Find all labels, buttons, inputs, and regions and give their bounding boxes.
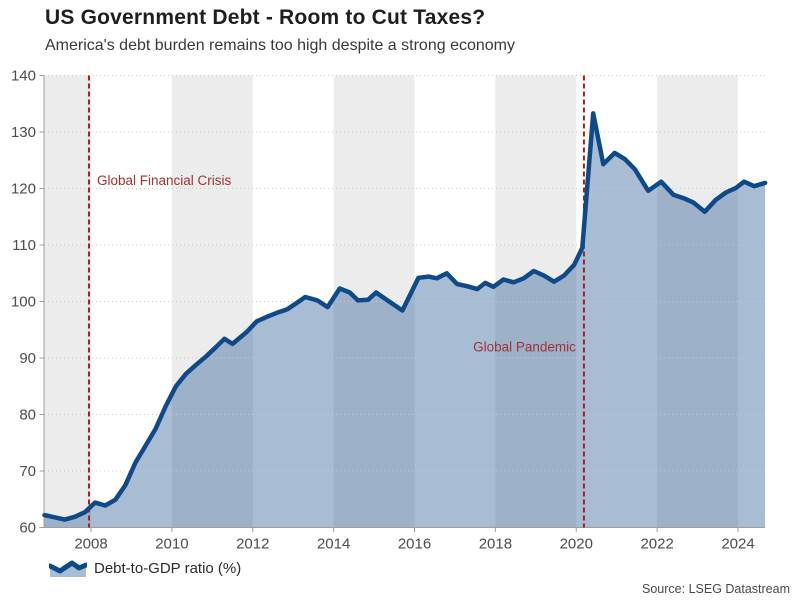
chart-title: US Government Debt - Room to Cut Taxes? <box>45 6 486 29</box>
y-tick-label: 140 <box>11 68 36 85</box>
x-tick-label: 2016 <box>398 536 431 553</box>
y-tick-label: 130 <box>11 124 36 141</box>
y-tick-label: 120 <box>11 181 36 198</box>
event-markers: Global Financial Crisis Global Pandemic <box>87 75 585 528</box>
y-tick-label: 80 <box>19 407 36 424</box>
x-tick-label: 2008 <box>74 536 107 553</box>
y-tick-label: 90 <box>19 350 36 367</box>
y-tick-label: 70 <box>19 463 36 480</box>
x-tick-label: 2010 <box>155 536 188 553</box>
source-credit: Source: LSEG Datastream <box>642 582 790 596</box>
x-tick-label: 2014 <box>317 536 350 553</box>
legend: Debt-to-GDP ratio (%) <box>49 558 241 578</box>
x-tick-label: 2024 <box>721 536 754 553</box>
x-tick-label: 2020 <box>560 536 593 553</box>
y-tick-label: 60 <box>19 520 36 537</box>
area-series-icon <box>49 560 87 577</box>
axes <box>39 75 765 532</box>
x-tick-label: 2018 <box>479 536 512 553</box>
legend-label: Debt-to-GDP ratio (%) <box>94 559 242 577</box>
x-tick-label: 2022 <box>640 536 673 553</box>
series-line <box>42 111 768 522</box>
y-tick-label: 110 <box>12 237 36 254</box>
x-tick-label: 2012 <box>236 536 269 553</box>
event-label: Global Financial Crisis <box>97 173 232 188</box>
y-tick-label: 100 <box>11 294 36 311</box>
chart-subtitle: America's debt burden remains too high d… <box>45 37 515 54</box>
event-label: Global Pandemic <box>473 340 576 355</box>
tick-labels: 60 70 80 90 100 110 120 130 140 2008 2010 2012 2014 2… <box>11 68 755 553</box>
